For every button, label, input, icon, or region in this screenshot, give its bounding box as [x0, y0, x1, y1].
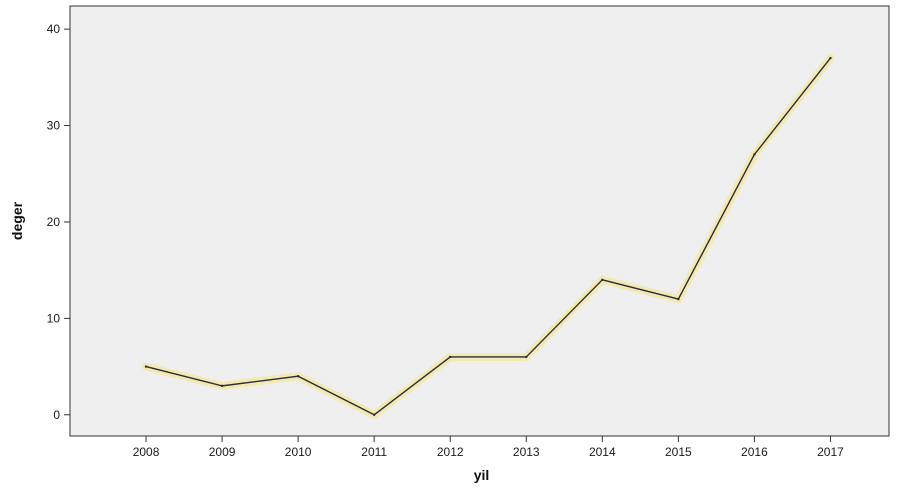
x-axis-ticks: 2008 2009 2010 2011 2012 2013 2014 2015 2016 2017 — [133, 436, 844, 459]
x-tick-label: 2016 — [741, 445, 768, 459]
data-point — [449, 355, 452, 359]
y-tick-label: 20 — [47, 215, 61, 229]
x-tick-label: 2011 — [361, 445, 387, 459]
y-tick-label: 0 — [53, 408, 60, 422]
data-point — [372, 413, 376, 416]
data-point — [220, 384, 224, 388]
data-point — [829, 56, 832, 60]
x-tick-label: 2014 — [589, 445, 616, 459]
x-axis-title: yil — [474, 467, 490, 483]
series-layer — [142, 54, 835, 419]
x-tick-label: 2010 — [285, 445, 312, 459]
y-axis-ticks: 0 10 20 30 40 — [47, 22, 70, 422]
y-tick-label: 40 — [47, 22, 61, 36]
y-axis-title: deger — [9, 201, 25, 240]
data-point — [601, 278, 604, 282]
data-point — [753, 153, 756, 156]
data-point — [296, 375, 300, 378]
y-tick-label: 10 — [47, 311, 61, 325]
data-point — [525, 355, 528, 359]
y-tick-label: 30 — [47, 119, 61, 133]
x-tick-label: 2009 — [209, 445, 236, 459]
plot-background — [69, 5, 890, 437]
x-tick-label: 2008 — [133, 445, 160, 459]
x-tick-label: 2017 — [817, 445, 844, 459]
series-line — [145, 57, 831, 416]
x-tick-label: 2015 — [665, 445, 692, 459]
x-tick-label: 2013 — [513, 445, 540, 459]
data-point — [677, 297, 680, 301]
x-tick-label: 2012 — [437, 445, 464, 459]
data-point — [144, 365, 148, 368]
